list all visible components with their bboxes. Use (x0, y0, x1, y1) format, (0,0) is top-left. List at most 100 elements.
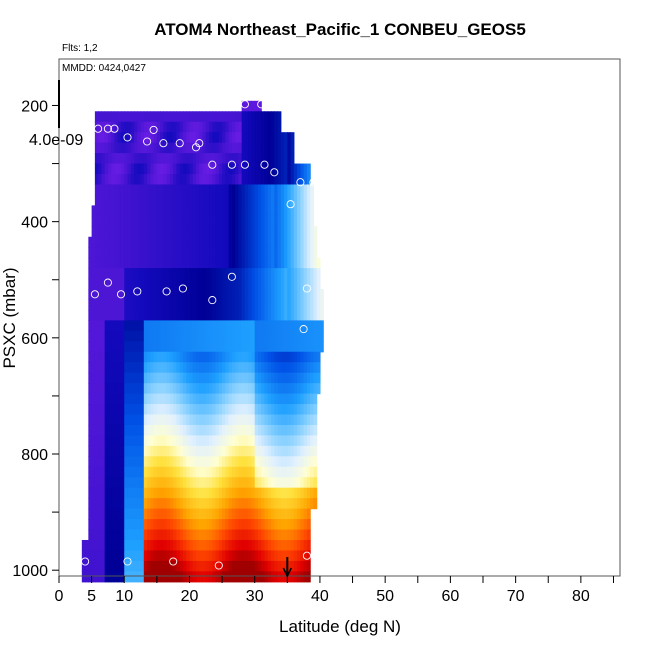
heat-cell (107, 330, 112, 342)
heat-cell (127, 519, 132, 531)
heat-cell (202, 456, 207, 468)
heat-cell (163, 560, 168, 572)
heat-cell (251, 289, 256, 301)
heat-cell (271, 362, 275, 374)
heat-cell (192, 456, 197, 468)
x-axis: 0 5 10 20 30 40 50 60 70 80 (55, 576, 614, 605)
heat-cell (267, 560, 272, 572)
heat-cell (111, 142, 116, 154)
heat-cell (209, 508, 213, 520)
heat-cell (91, 477, 96, 489)
heat-cell (192, 330, 197, 342)
heat-cell (215, 445, 220, 457)
heat-cell (173, 268, 178, 280)
heat-cell (306, 383, 311, 395)
heat-cell (104, 121, 109, 133)
heat-cell (107, 404, 112, 416)
heat-cell (212, 174, 217, 186)
heat-cell (300, 466, 305, 478)
heat-cell (319, 341, 324, 353)
heat-cell (166, 383, 171, 395)
heat-cell (124, 571, 129, 583)
heat-cell (231, 142, 236, 154)
heat-cell (257, 100, 262, 112)
heat-cell (241, 278, 246, 290)
heat-cell (244, 194, 249, 206)
heat-cell (261, 268, 266, 280)
heat-cell (267, 142, 272, 154)
heat-cell (107, 111, 112, 123)
heat-cell (241, 121, 246, 133)
heat-cell (209, 383, 213, 395)
heat-cell (209, 278, 213, 290)
heat-cell (117, 289, 122, 301)
heat-cell (153, 393, 158, 405)
heat-cell (169, 194, 174, 206)
heat-cell (94, 341, 99, 353)
heat-cell (290, 539, 295, 552)
heat-cell (274, 215, 279, 227)
heat-cell (104, 435, 109, 447)
heat-cell (313, 404, 318, 416)
heat-cell (303, 247, 308, 259)
heat-cell (228, 466, 233, 478)
heat-cell (228, 414, 233, 426)
heat-cell (277, 393, 282, 405)
heat-cell (101, 142, 106, 154)
heat-cell (209, 247, 213, 259)
heat-cell (202, 278, 207, 290)
heat-cell (163, 163, 168, 175)
heat-cell (195, 247, 200, 259)
heat-cell (310, 268, 315, 280)
observation-marker (123, 557, 132, 566)
heat-cell (202, 111, 207, 123)
heat-cell (130, 215, 135, 227)
heat-cell (231, 194, 236, 206)
heat-cell (235, 383, 239, 395)
heat-cell (163, 383, 168, 395)
heat-cell (143, 320, 148, 332)
heat-cell (173, 184, 178, 196)
heat-cell (179, 226, 184, 238)
heat-cell (248, 424, 253, 437)
heat-cell (261, 257, 266, 269)
heat-cell (182, 550, 187, 562)
heat-cell (277, 268, 282, 280)
heat-cell (199, 341, 204, 353)
heat-cell (215, 487, 220, 499)
heat-cell (134, 508, 138, 520)
heat-cell (143, 205, 148, 217)
heat-cell (195, 414, 200, 426)
heat-cell (297, 560, 301, 572)
heat-cell (267, 163, 272, 175)
heat-cell (209, 121, 213, 133)
heat-cell (244, 278, 249, 290)
heat-cell (182, 163, 187, 175)
heat-cell (274, 174, 279, 186)
heat-cell (166, 435, 171, 447)
heat-cell (176, 132, 181, 144)
heat-cell (290, 320, 295, 332)
heat-cell (222, 278, 226, 290)
heat-cell (186, 184, 191, 196)
heat-cell (195, 278, 200, 290)
heat-cell (111, 278, 116, 290)
heat-cell (150, 132, 155, 144)
heat-cell (274, 445, 279, 457)
heat-cell (179, 539, 184, 552)
heat-cell (274, 142, 279, 154)
heat-cell (267, 404, 272, 416)
heat-cell (134, 341, 138, 353)
heat-cell (189, 268, 194, 280)
heat-cell (267, 539, 272, 552)
heat-cell (209, 487, 213, 499)
heat-cell (169, 247, 174, 259)
heat-cell (261, 372, 266, 384)
heat-cell (166, 278, 171, 290)
heat-cell (290, 236, 295, 248)
heat-cell (264, 445, 269, 457)
heat-cell (228, 236, 233, 248)
heat-cell (271, 424, 275, 437)
heat-cell (195, 466, 200, 478)
heat-cell (231, 560, 236, 572)
